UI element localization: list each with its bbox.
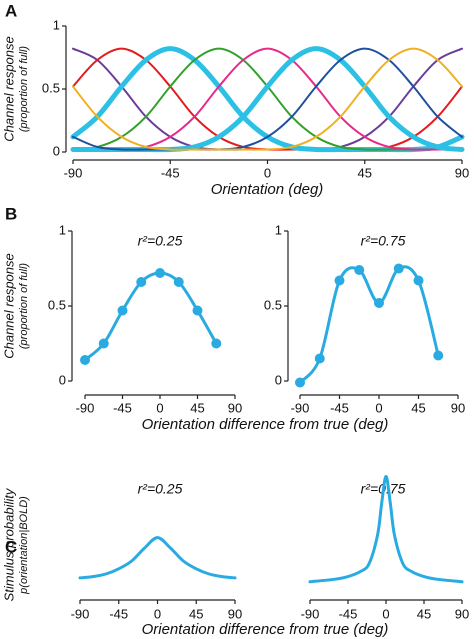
y-axis-label: p(orientation|BOLD) <box>18 496 30 595</box>
x-axis-label: Orientation difference from true (deg) <box>142 416 389 433</box>
data-point <box>80 355 90 365</box>
data-point <box>136 277 147 287</box>
x-axis-label: Orientation (deg) <box>211 181 324 198</box>
y-tick-label: 0 <box>59 372 66 387</box>
data-point <box>117 305 128 316</box>
annotation: r²=0.25 <box>138 233 183 249</box>
data-point <box>433 350 444 361</box>
data-point <box>98 338 109 349</box>
y-tick-label: 1 <box>53 17 60 32</box>
x-tick-label: 0 <box>375 400 382 415</box>
y-tick-label: 0.5 <box>264 297 282 312</box>
x-tick-label: 0 <box>382 606 389 621</box>
y-axis-label: Stimulus probability <box>1 487 16 601</box>
x-tick-label: -90 <box>76 400 95 415</box>
data-point <box>334 275 345 286</box>
data-point <box>173 277 184 287</box>
y-axis-label: Channel response <box>1 36 16 142</box>
x-tick-label: -90 <box>291 400 310 415</box>
y-tick-label: 0.5 <box>48 297 66 312</box>
series-line <box>72 47 463 151</box>
x-tick-label: 90 <box>451 400 465 415</box>
x-tick-label: -90 <box>301 606 320 621</box>
data-point <box>374 298 384 308</box>
panel-label: C <box>5 537 17 556</box>
x-tick-label: 90 <box>455 165 469 180</box>
x-tick-label: 90 <box>228 606 242 621</box>
annotation: r²=0.75 <box>361 233 406 249</box>
x-tick-label: 45 <box>189 606 203 621</box>
series-line <box>308 474 464 584</box>
panel-label: A <box>5 1 17 20</box>
x-tick-label: -45 <box>109 606 128 621</box>
x-axis-label: Orientation difference from true (deg) <box>142 621 389 638</box>
data-point <box>155 268 165 278</box>
data-point <box>295 377 305 388</box>
y-axis-label: (proportion of full) <box>18 263 30 350</box>
x-tick-label: -90 <box>64 165 83 180</box>
y-tick-label: 0.5 <box>42 80 60 95</box>
x-tick-label: 45 <box>190 400 204 415</box>
y-axis-label: Channel response <box>1 253 16 359</box>
x-tick-label: 0 <box>154 606 161 621</box>
x-tick-label: -90 <box>71 606 90 621</box>
x-tick-label: 0 <box>264 165 271 180</box>
y-tick-label: 1 <box>59 222 66 237</box>
data-point <box>354 265 365 275</box>
data-point <box>314 353 325 364</box>
x-tick-label: 45 <box>417 606 431 621</box>
series-line <box>78 536 237 580</box>
data-point <box>192 305 203 316</box>
data-point <box>393 263 404 274</box>
y-tick-label: 1 <box>275 222 282 237</box>
y-axis-label: (proportion of full) <box>18 46 30 133</box>
data-point <box>211 338 222 349</box>
x-tick-label: 45 <box>411 400 425 415</box>
x-tick-label: -45 <box>330 400 349 415</box>
x-tick-label: 90 <box>228 400 242 415</box>
panel-label: B <box>5 204 17 223</box>
data-point <box>413 275 424 286</box>
x-tick-label: 0 <box>156 400 163 415</box>
annotation: r²=0.25 <box>138 481 183 497</box>
y-tick-label: 0 <box>275 372 282 387</box>
x-tick-label: -45 <box>161 165 180 180</box>
x-tick-label: -45 <box>339 606 358 621</box>
y-tick-label: 0 <box>53 143 60 158</box>
x-tick-label: 45 <box>358 165 372 180</box>
series-line <box>72 47 463 151</box>
x-tick-label: -45 <box>113 400 132 415</box>
x-tick-label: 90 <box>455 606 469 621</box>
